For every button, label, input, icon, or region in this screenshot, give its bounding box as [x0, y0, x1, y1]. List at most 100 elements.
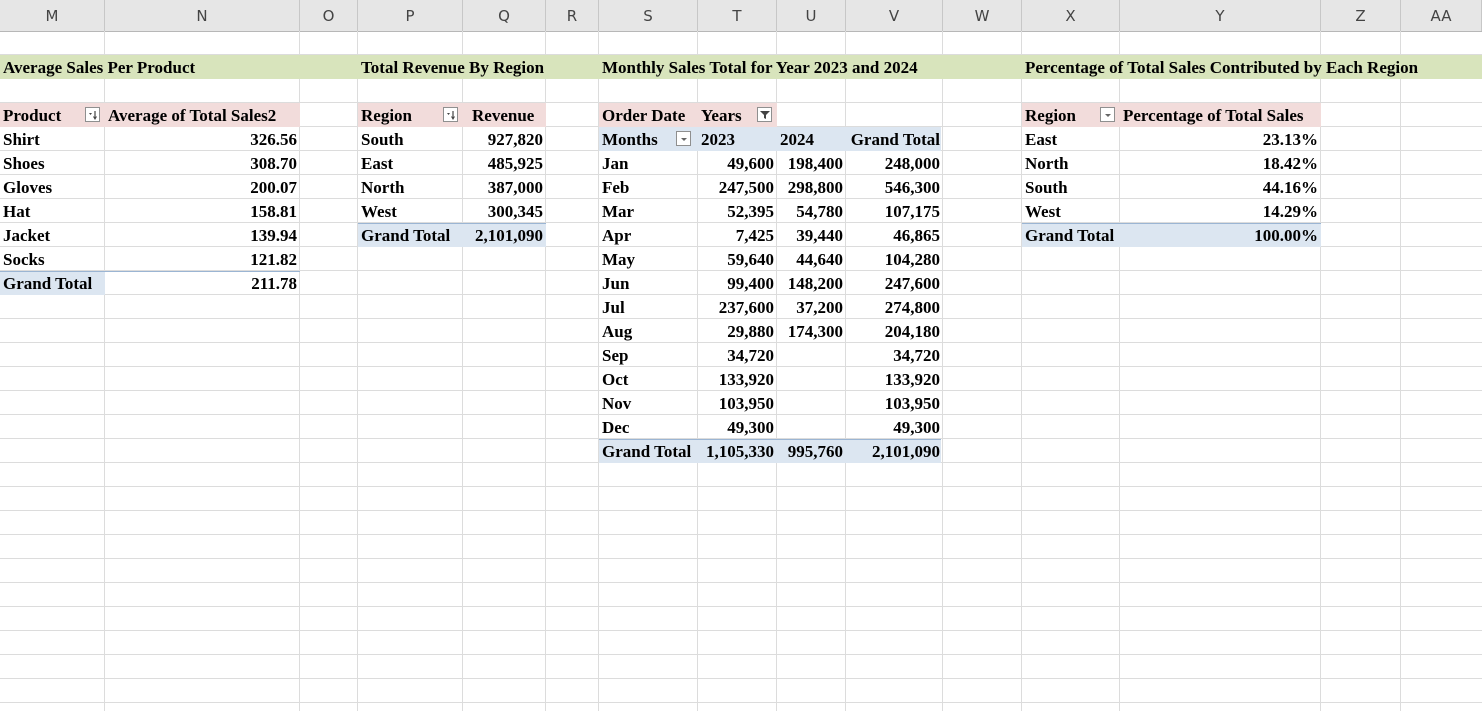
monthly-row-month[interactable]: Oct	[602, 370, 629, 389]
monthly-row-2023[interactable]: 237,600	[718, 298, 774, 317]
revenue-row-value[interactable]: 387,000	[487, 178, 543, 197]
region-sort-filter-button[interactable]	[443, 107, 458, 122]
revenue-row-value[interactable]: 300,345	[487, 202, 543, 221]
column-header-z[interactable]: Z	[1321, 0, 1401, 31]
product-sort-filter-button[interactable]	[85, 107, 100, 122]
avg-sales-total-value[interactable]: 211.78	[251, 274, 297, 293]
percent-row-value[interactable]: 23.13%	[1262, 130, 1318, 149]
monthly-total-label[interactable]: Grand Total	[602, 442, 692, 461]
monthly-row-month[interactable]: Jul	[602, 298, 625, 317]
column-header-o[interactable]: O	[300, 0, 358, 31]
monthly-row-total[interactable]: 248,000	[884, 154, 940, 173]
percent-row-label[interactable]: East	[1025, 130, 1058, 149]
avg-sales-row-label[interactable]: Shirt	[3, 130, 40, 149]
monthly-row-2023[interactable]: 34,720	[727, 346, 774, 365]
avg-sales-total-label[interactable]: Grand Total	[3, 274, 93, 293]
monthly-row-2024[interactable]: 37,200	[796, 298, 843, 317]
monthly-row-2024[interactable]	[777, 391, 846, 415]
monthly-row-2024[interactable]: 148,200	[787, 274, 843, 293]
percent-header-region[interactable]: Region	[1025, 106, 1076, 125]
revenue-header-region[interactable]: Region	[361, 106, 412, 125]
monthly-row-total[interactable]: 274,800	[884, 298, 940, 317]
monthly-row-total[interactable]: 46,865	[893, 226, 940, 245]
monthly-row-total[interactable]: 104,280	[884, 250, 940, 269]
monthly-row-2024[interactable]: 298,800	[787, 178, 843, 197]
percent-total-value[interactable]: 100.00%	[1254, 226, 1318, 245]
revenue-row-label[interactable]: South	[361, 130, 404, 149]
monthly-row-month[interactable]: Feb	[602, 178, 630, 197]
monthly-total-grand[interactable]: 2,101,090	[872, 442, 940, 461]
monthly-header-months[interactable]: Months	[602, 130, 658, 149]
avg-sales-row-label[interactable]: Socks	[3, 250, 45, 269]
avg-sales-row-label[interactable]: Gloves	[3, 178, 53, 197]
percent-row-label[interactable]: West	[1025, 202, 1061, 221]
monthly-row-month[interactable]: Mar	[602, 202, 635, 221]
monthly-row-2023[interactable]: 99,400	[727, 274, 774, 293]
column-header-q[interactable]: Q	[463, 0, 546, 31]
avg-sales-row-value[interactable]: 200.07	[250, 178, 297, 197]
monthly-row-month[interactable]: Jun	[602, 274, 630, 293]
monthly-total-2023[interactable]: 1,105,330	[706, 442, 774, 461]
column-header-aa[interactable]: AA	[1401, 0, 1482, 31]
monthly-years-label[interactable]: Years	[701, 106, 742, 125]
monthly-filter-label[interactable]: Order Date	[602, 106, 686, 125]
monthly-row-2023[interactable]: 29,880	[727, 322, 774, 341]
percent-title[interactable]: Percentage of Total Sales Contributed by…	[1025, 58, 1419, 77]
months-filter-button[interactable]	[676, 131, 691, 146]
monthly-row-2024[interactable]	[777, 343, 846, 367]
monthly-row-total[interactable]: 103,950	[884, 394, 940, 413]
percent-row-value[interactable]: 18.42%	[1262, 154, 1318, 173]
column-header-x[interactable]: X	[1022, 0, 1120, 31]
monthly-row-2024[interactable]: 54,780	[796, 202, 843, 221]
monthly-row-month[interactable]: Aug	[602, 322, 633, 341]
column-header-t[interactable]: T	[698, 0, 777, 31]
column-header-y[interactable]: Y	[1120, 0, 1321, 31]
monthly-row-month[interactable]: Apr	[602, 226, 632, 245]
percent-total-label[interactable]: Grand Total	[1025, 226, 1115, 245]
monthly-row-2023[interactable]: 7,425	[735, 226, 774, 245]
monthly-row-2024[interactable]: 198,400	[787, 154, 843, 173]
monthly-row-2024[interactable]	[777, 415, 846, 439]
monthly-total-2024[interactable]: 995,760	[787, 442, 843, 461]
avg-sales-title[interactable]: Average Sales Per Product	[3, 58, 196, 77]
monthly-row-2024[interactable]: 39,440	[796, 226, 843, 245]
avg-sales-row-value[interactable]: 158.81	[250, 202, 297, 221]
monthly-row-2023[interactable]: 59,640	[727, 250, 774, 269]
revenue-total-label[interactable]: Grand Total	[361, 226, 451, 245]
avg-sales-row-value[interactable]: 139.94	[250, 226, 297, 245]
monthly-header-2023[interactable]: 2023	[701, 130, 735, 149]
monthly-row-total[interactable]: 49,300	[893, 418, 940, 437]
monthly-row-total[interactable]: 34,720	[893, 346, 940, 365]
monthly-row-month[interactable]: May	[602, 250, 636, 269]
percent-header-value[interactable]: Percentage of Total Sales	[1123, 106, 1304, 125]
monthly-row-2024[interactable]: 174,300	[787, 322, 843, 341]
monthly-row-month[interactable]: Nov	[602, 394, 632, 413]
monthly-row-2023[interactable]: 52,395	[727, 202, 774, 221]
avg-sales-row-value[interactable]: 326.56	[250, 130, 297, 149]
column-header-v[interactable]: V	[846, 0, 943, 31]
monthly-row-total[interactable]: 546,300	[884, 178, 940, 197]
column-header-s[interactable]: S	[599, 0, 698, 31]
monthly-row-month[interactable]: Dec	[602, 418, 630, 437]
revenue-title[interactable]: Total Revenue By Region	[361, 58, 545, 77]
monthly-row-month[interactable]: Sep	[602, 346, 629, 365]
avg-sales-row-label[interactable]: Shoes	[3, 154, 45, 173]
monthly-row-2023[interactable]: 247,500	[718, 178, 774, 197]
percent-region-filter-button[interactable]	[1100, 107, 1115, 122]
monthly-row-2024[interactable]: 44,640	[796, 250, 843, 269]
monthly-header-total[interactable]: Grand Total	[850, 130, 940, 149]
avg-sales-header-product[interactable]: Product	[3, 106, 62, 125]
monthly-row-2023[interactable]: 103,950	[718, 394, 774, 413]
monthly-row-2023[interactable]: 49,600	[727, 154, 774, 173]
monthly-row-month[interactable]: Jan	[602, 154, 629, 173]
monthly-row-2024[interactable]	[777, 367, 846, 391]
years-filter-button[interactable]	[757, 107, 772, 122]
avg-sales-header-value[interactable]: Average of Total Sales2	[108, 106, 277, 125]
revenue-total-value[interactable]: 2,101,090	[475, 226, 543, 245]
column-header-w[interactable]: W	[943, 0, 1022, 31]
avg-sales-row-value[interactable]: 308.70	[250, 154, 297, 173]
monthly-row-2023[interactable]: 133,920	[718, 370, 774, 389]
percent-row-label[interactable]: South	[1025, 178, 1068, 197]
monthly-header-2024[interactable]: 2024	[780, 130, 814, 149]
avg-sales-row-label[interactable]: Hat	[3, 202, 31, 221]
